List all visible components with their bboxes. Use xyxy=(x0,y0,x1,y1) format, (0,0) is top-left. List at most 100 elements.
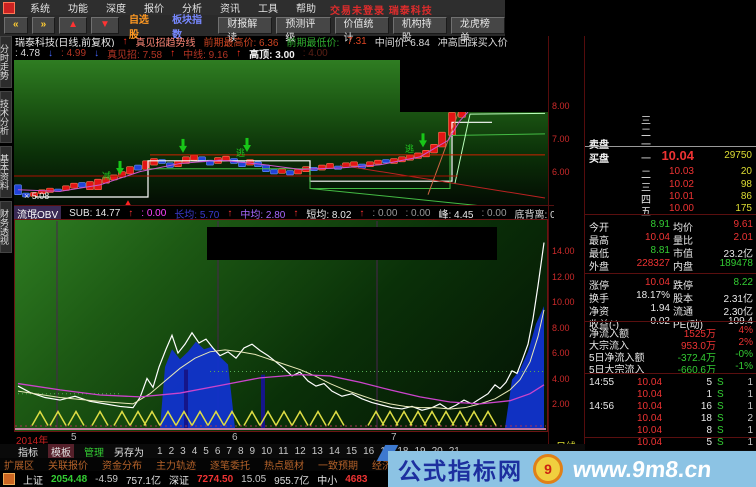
page-number-5[interactable]: 5 xyxy=(203,445,209,457)
menu-item-帮助[interactable]: 帮助 xyxy=(296,4,316,15)
tick-count: 1 xyxy=(747,437,753,448)
tick-volume: 18 xyxy=(700,413,712,424)
obv-indicator-header: 流氓OBV SUB: 14.77 ↑: 0.00 长均: 5.70 ↑ 中均: 2.80 ↑… xyxy=(14,205,554,220)
indicator-tab-指标[interactable]: 指标 xyxy=(18,447,38,459)
status-item[interactable]: 15.05 xyxy=(241,473,267,485)
flow-percent: -1% xyxy=(735,361,753,372)
info-tab-扩展区[interactable]: 扩展区 xyxy=(4,461,34,472)
toolbar-link-板块指数[interactable]: 板块指数 xyxy=(172,14,203,41)
page-up-button[interactable]: ▲ xyxy=(59,17,88,34)
toolbar-button-龙虎榜单[interactable]: 龙虎榜单 xyxy=(450,17,505,44)
page-number-4[interactable]: 4 xyxy=(191,445,198,457)
tick-price: 10.04 xyxy=(637,425,663,436)
indicator-tab-模板[interactable]: 模板 xyxy=(48,443,74,459)
page-down-button[interactable]: ▼ xyxy=(91,17,119,34)
info-tab-关联报价[interactable]: 关联报价 xyxy=(48,461,88,472)
side-tab-基本资料[interactable]: 基本资料 xyxy=(0,146,12,198)
menu-item-系统[interactable]: 系统 xyxy=(30,4,50,15)
toolbar-button-机构持股[interactable]: 机构持股 xyxy=(392,17,447,44)
page-number-12[interactable]: 12 xyxy=(294,445,306,457)
nav-forward-button[interactable]: » xyxy=(31,17,56,34)
flow-label: 5日大宗流入 xyxy=(589,365,645,376)
tick-price: 10.04 xyxy=(637,389,663,400)
side-tab-分时走势[interactable]: 分时走势 xyxy=(0,36,12,88)
info-tab-主力轨迹[interactable]: 主力轨迹 xyxy=(156,461,196,472)
buy-row-numeral: 三 xyxy=(641,183,651,194)
panel-divider xyxy=(585,437,756,438)
axis-label: 8.00 xyxy=(552,323,570,333)
app-logo-icon xyxy=(3,1,15,14)
redaction-box-panel xyxy=(585,36,756,102)
header-field: ↑ xyxy=(122,35,128,47)
page-number-13[interactable]: 13 xyxy=(311,445,323,457)
page-number-2[interactable]: 2 xyxy=(168,445,175,457)
buy-row-volume: 98 xyxy=(740,179,752,190)
tick-price: 10.04 xyxy=(637,437,663,448)
flow-label: 5日净流入额 xyxy=(589,353,645,364)
page-number-11[interactable]: 11 xyxy=(278,445,289,457)
info-tab-逐笔委托[interactable]: 逐笔委托 xyxy=(210,461,250,472)
page-number-9[interactable]: 9 xyxy=(249,445,256,457)
page-number-10[interactable]: 10 xyxy=(261,445,273,457)
toolbar-link-自选股[interactable]: 自选股 xyxy=(128,14,149,41)
buy-row-numeral: 五 xyxy=(641,207,651,218)
toolbar-button-价值统计[interactable]: 价值统计 xyxy=(334,17,389,44)
indicator-tab-管理[interactable]: 管理 xyxy=(84,447,104,459)
page-number-1[interactable]: 1 xyxy=(157,445,163,457)
stat-label: 外盘 xyxy=(589,262,609,273)
status-item[interactable]: 2054.48 xyxy=(51,473,88,485)
menu-item-分析[interactable]: 分析 xyxy=(182,4,202,15)
menu-item-报价[interactable]: 报价 xyxy=(144,4,164,15)
status-item[interactable]: 深证 xyxy=(168,475,189,487)
status-item[interactable]: -4.59 xyxy=(95,473,118,485)
obv-field: ↑ xyxy=(128,207,134,219)
side-tab-技术分析[interactable]: 技术分析 xyxy=(0,91,12,143)
status-item[interactable]: 中小 xyxy=(317,475,338,487)
buy-row-volume: 20 xyxy=(740,166,752,177)
menu-item-工具[interactable]: 工具 xyxy=(258,4,278,15)
status-item[interactable]: 4683 xyxy=(345,473,368,485)
toolbar-button-财报解读[interactable]: 财报解读 xyxy=(218,17,273,44)
buy-row-price: 10.04 xyxy=(661,148,694,163)
buy-row-volume: 175 xyxy=(735,203,752,214)
info-tab-资金分布[interactable]: 资金分布 xyxy=(102,461,142,472)
sell-row-numeral: 一 xyxy=(641,136,651,151)
flow-percent: 2% xyxy=(738,337,753,348)
info-tab-一致预期[interactable]: 一致预期 xyxy=(318,461,358,472)
stat-label: 股本 xyxy=(673,294,693,305)
info-tab-热点题材[interactable]: 热点题材 xyxy=(264,461,304,472)
page-number-14[interactable]: 14 xyxy=(328,445,340,457)
page-number-8[interactable]: 8 xyxy=(237,445,244,457)
side-tab-财务透视[interactable]: 财务透视 xyxy=(0,201,12,253)
indicator-tab-另存为[interactable]: 另存为 xyxy=(114,447,144,459)
buy-row-numeral: 二 xyxy=(641,170,651,181)
header-field: ↑ xyxy=(170,47,176,59)
stat-value: 10.04 xyxy=(644,232,670,243)
quote-panel: 三二一卖盘买盘一10.0429750二10.0320三10.0298四10.01… xyxy=(585,36,756,450)
header-field: 高顶: 3.00 xyxy=(249,49,295,60)
status-item[interactable]: 7274.50 xyxy=(196,473,234,485)
page-number-6[interactable]: 6 xyxy=(214,445,221,457)
menu-item-深度[interactable]: 深度 xyxy=(106,4,126,15)
status-item[interactable]: 757.1亿 xyxy=(125,475,161,487)
page-number-3[interactable]: 3 xyxy=(180,445,186,457)
page-number-16[interactable]: 16 xyxy=(363,445,375,457)
nav-back-button[interactable]: « xyxy=(4,17,28,34)
menu-item-功能[interactable]: 功能 xyxy=(68,4,88,15)
status-item[interactable]: 955.7亿 xyxy=(274,475,310,487)
kline-chart-area[interactable]: 减 逃 逃 × 5.08 xyxy=(14,60,548,205)
page-number-15[interactable]: 15 xyxy=(345,445,358,457)
sell-row-numeral: 二 xyxy=(641,128,651,139)
page-number-7[interactable]: 7 xyxy=(226,445,232,457)
stat-label: 内盘 xyxy=(673,262,693,273)
tick-price: 10.04 xyxy=(637,413,663,424)
watermark-banner: 公式指标网 9 www.9m8.cn xyxy=(388,451,756,487)
tick-volume: 8 xyxy=(706,425,712,436)
stat-value: 8.22 xyxy=(733,277,753,288)
status-item[interactable]: 上证 xyxy=(23,475,43,487)
menu-item-资讯[interactable]: 资讯 xyxy=(220,4,240,15)
tick-direction: S xyxy=(717,425,724,436)
stat-label: 净资 xyxy=(589,307,609,318)
axis-label: 8.00 xyxy=(552,101,570,111)
toolbar-button-预测评级[interactable]: 预测评级 xyxy=(276,17,331,44)
